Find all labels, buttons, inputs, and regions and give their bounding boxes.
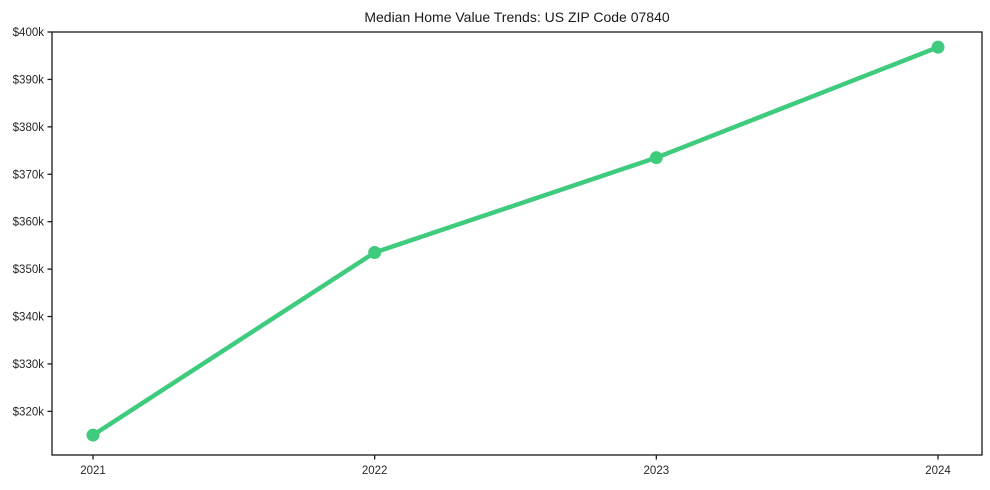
- y-tick-label: $340k: [13, 312, 45, 324]
- x-tick-label: 2023: [644, 465, 670, 477]
- y-tick-label: $320k: [13, 406, 45, 418]
- y-tick-label: $390k: [13, 74, 45, 86]
- y-tick-label: $370k: [13, 169, 45, 181]
- x-tick-label: 2021: [80, 465, 106, 477]
- y-tick-label: $360k: [13, 217, 45, 229]
- y-tick-label: $330k: [13, 359, 45, 371]
- x-tick-label: 2024: [925, 465, 951, 477]
- x-tick-label: 2022: [362, 465, 388, 477]
- trend-line: [90, 44, 941, 438]
- chart-title: Median Home Value Trends: US ZIP Code 07…: [364, 9, 670, 25]
- data-point-marker: [931, 40, 945, 54]
- plot-border: [51, 31, 983, 456]
- data-point-marker: [86, 428, 100, 442]
- data-point-marker: [368, 246, 382, 260]
- y-tick-label: $400k: [13, 27, 45, 39]
- data-point-marker: [649, 151, 663, 165]
- y-tick-label: $350k: [13, 264, 45, 276]
- y-tick-label: $380k: [13, 122, 45, 134]
